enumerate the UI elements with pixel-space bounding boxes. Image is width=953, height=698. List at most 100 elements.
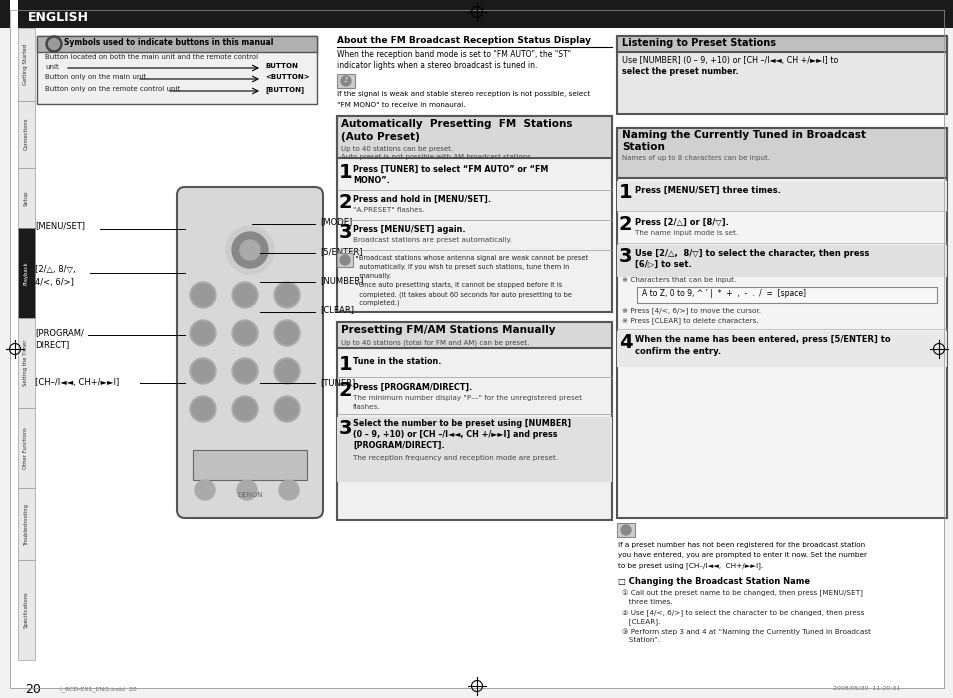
Circle shape xyxy=(233,322,255,344)
Text: Use [2/△,  8/▽] to select the character, then press: Use [2/△, 8/▽] to select the character, … xyxy=(635,249,868,258)
Bar xyxy=(18,28,35,101)
Text: completed.): completed.) xyxy=(355,300,399,306)
Bar xyxy=(617,181,946,211)
Circle shape xyxy=(236,480,256,500)
Text: [NUMBER]: [NUMBER] xyxy=(319,276,363,285)
Text: The minimum number display "P––" for the unregistered preset: The minimum number display "P––" for the… xyxy=(353,395,581,401)
Bar xyxy=(193,450,307,480)
Bar xyxy=(617,36,946,52)
Circle shape xyxy=(274,282,299,308)
Text: "A.PRESET" flashes.: "A.PRESET" flashes. xyxy=(353,207,424,213)
Text: 1: 1 xyxy=(338,355,353,374)
Bar xyxy=(37,36,316,104)
Circle shape xyxy=(190,396,215,422)
Text: Station: Station xyxy=(621,142,664,152)
Circle shape xyxy=(232,396,257,422)
Text: □ Changing the Broadcast Station Name: □ Changing the Broadcast Station Name xyxy=(618,577,809,586)
Circle shape xyxy=(192,322,213,344)
Text: 3: 3 xyxy=(338,223,352,242)
Text: Up to 40 stations (total for FM and AM) can be preset.: Up to 40 stations (total for FM and AM) … xyxy=(340,340,529,346)
Bar xyxy=(617,245,946,277)
Bar xyxy=(336,417,612,482)
Text: When the reception band mode is set to "FM AUTO", the "ST": When the reception band mode is set to "… xyxy=(336,50,571,59)
Text: •Broadcast stations whose antenna signal are weak cannot be preset: •Broadcast stations whose antenna signal… xyxy=(355,255,587,261)
Circle shape xyxy=(275,360,297,382)
Text: Playback: Playback xyxy=(24,261,29,285)
Text: [PROGRAM/DIRECT].: [PROGRAM/DIRECT]. xyxy=(353,441,444,450)
Bar xyxy=(336,116,612,158)
Text: (0 – 9, +10) or [CH –/I◄◄, CH +/►►I] and press: (0 – 9, +10) or [CH –/I◄◄, CH +/►►I] and… xyxy=(353,430,557,439)
Bar xyxy=(617,128,946,518)
Text: flashes.: flashes. xyxy=(353,404,380,410)
Bar xyxy=(37,36,316,52)
Circle shape xyxy=(274,358,299,384)
Text: MONO”.: MONO”. xyxy=(353,176,390,185)
Text: [CH–/I◄◄, CH+/►►I]: [CH–/I◄◄, CH+/►►I] xyxy=(35,378,119,387)
Text: 2: 2 xyxy=(618,215,632,234)
Text: Symbols used to indicate buttons in this manual: Symbols used to indicate buttons in this… xyxy=(64,38,274,47)
Text: [6/▷] to set.: [6/▷] to set. xyxy=(635,260,691,269)
Circle shape xyxy=(240,240,260,260)
Circle shape xyxy=(192,284,213,306)
Text: ENGLISH: ENGLISH xyxy=(28,11,89,24)
Text: ③ Perform step 3 and 4 at “Naming the Currently Tuned in Broadcast: ③ Perform step 3 and 4 at “Naming the Cu… xyxy=(621,628,870,634)
Bar xyxy=(18,101,35,168)
Bar xyxy=(18,318,35,408)
Text: Select the number to be preset using [NUMBER]: Select the number to be preset using [NU… xyxy=(353,419,571,428)
Circle shape xyxy=(233,398,255,420)
Bar xyxy=(18,408,35,488)
Circle shape xyxy=(226,226,274,274)
Text: select the preset number.: select the preset number. xyxy=(621,67,738,76)
Bar xyxy=(18,488,35,560)
FancyBboxPatch shape xyxy=(177,187,323,518)
Text: Station”.: Station”. xyxy=(621,637,659,643)
Text: manually.: manually. xyxy=(355,273,391,279)
Text: 1: 1 xyxy=(618,183,632,202)
Bar xyxy=(336,322,612,520)
Bar xyxy=(336,322,612,348)
Text: Connections: Connections xyxy=(24,118,29,150)
Bar xyxy=(10,0,18,28)
Text: Auto preset is not possible with AM broadcast stations.: Auto preset is not possible with AM broa… xyxy=(340,154,533,160)
Text: ② Use [4/<, 6/>] to select the character to be changed, then press: ② Use [4/<, 6/>] to select the character… xyxy=(621,609,863,616)
Text: Listening to Preset Stations: Listening to Preset Stations xyxy=(621,38,775,48)
Text: you have entered, you are prompted to enter it now. Set the number: you have entered, you are prompted to en… xyxy=(618,552,866,558)
Text: Other Functions: Other Functions xyxy=(24,427,29,469)
Text: Button only on the remote control unit: Button only on the remote control unit xyxy=(45,86,180,92)
Text: Setting the Timer: Setting the Timer xyxy=(24,340,29,386)
Text: [5/ENTER]: [5/ENTER] xyxy=(319,247,362,256)
Bar xyxy=(617,128,946,178)
Text: automatically. If you wish to preset such stations, tune them in: automatically. If you wish to preset suc… xyxy=(355,264,569,270)
Text: About the FM Broadcast Reception Status Display: About the FM Broadcast Reception Status … xyxy=(336,36,590,45)
Text: [CLEAR]: [CLEAR] xyxy=(319,305,354,314)
Circle shape xyxy=(46,36,62,52)
Text: unit: unit xyxy=(45,64,59,70)
Bar xyxy=(18,168,35,228)
Text: three times.: three times. xyxy=(621,599,672,605)
Text: The reception frequency and reception mode are preset.: The reception frequency and reception mo… xyxy=(353,455,558,461)
Text: confirm the entry.: confirm the entry. xyxy=(635,347,720,356)
Text: DIRECT]: DIRECT] xyxy=(35,340,70,349)
Text: (Auto Preset): (Auto Preset) xyxy=(340,132,419,142)
Text: 2008/05/30  11:20:31: 2008/05/30 11:20:31 xyxy=(832,686,899,691)
Bar xyxy=(18,560,35,660)
Text: Press and hold in [MENU/SET].: Press and hold in [MENU/SET]. xyxy=(353,195,491,204)
Text: [BUTTON]: [BUTTON] xyxy=(265,86,304,93)
Text: [MODE]: [MODE] xyxy=(319,217,352,226)
Text: Press [MENU/SET] again.: Press [MENU/SET] again. xyxy=(353,225,465,234)
Text: Press [PROGRAM/DIRECT].: Press [PROGRAM/DIRECT]. xyxy=(353,383,472,392)
Circle shape xyxy=(192,398,213,420)
Circle shape xyxy=(275,398,297,420)
Text: completed. (It takes about 60 seconds for auto presetting to be: completed. (It takes about 60 seconds fo… xyxy=(355,291,572,297)
Text: Naming the Currently Tuned in Broadcast: Naming the Currently Tuned in Broadcast xyxy=(621,130,865,140)
Text: 2: 2 xyxy=(338,381,353,400)
Text: Tune in the station.: Tune in the station. xyxy=(353,357,441,366)
Text: "FM MONO" to receive in monaural.: "FM MONO" to receive in monaural. xyxy=(336,102,465,108)
Text: I_RCD-EX1_ENG.indd  20: I_RCD-EX1_ENG.indd 20 xyxy=(60,686,136,692)
Circle shape xyxy=(339,255,350,265)
Circle shape xyxy=(275,284,297,306)
Text: Press [2/△] or [8/▽].: Press [2/△] or [8/▽]. xyxy=(635,218,728,227)
Text: Press [TUNER] to select “FM AUTO” or “FM: Press [TUNER] to select “FM AUTO” or “FM xyxy=(353,165,548,174)
Text: Button located on both the main unit and the remote control: Button located on both the main unit and… xyxy=(45,54,258,60)
Text: Setup: Setup xyxy=(24,191,29,206)
